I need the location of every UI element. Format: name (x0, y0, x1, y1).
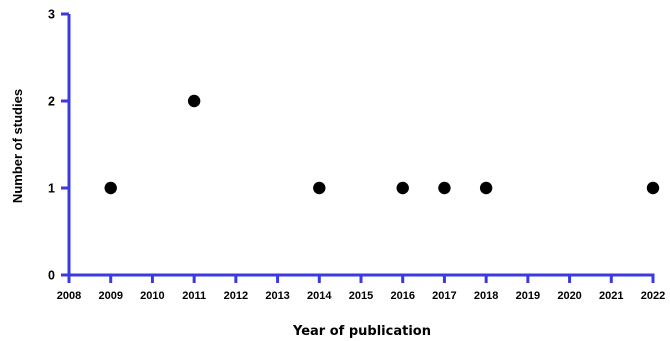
data-point (313, 181, 326, 195)
x-tick-label: 2020 (557, 290, 581, 302)
x-axis-title: Year of publication (292, 324, 431, 339)
x-axis-ticks: 2008 2009 2010 2011 2012 2013 2014 2015 2016 2017… (57, 275, 665, 302)
x-tick-label: 2008 (57, 290, 81, 302)
x-tick-label: 2010 (140, 290, 164, 302)
data-point (396, 181, 409, 195)
y-tick-label: 0 (48, 269, 55, 283)
x-tick-label: 2014 (307, 290, 332, 302)
data-point (104, 181, 117, 195)
x-tick-label: 2021 (599, 290, 623, 302)
x-tick-label: 2015 (349, 290, 373, 302)
y-tick-label: 2 (48, 95, 55, 109)
x-tick-label: 2019 (516, 290, 540, 302)
y-tick-label: 3 (48, 8, 55, 22)
x-tick-label: 2012 (224, 290, 248, 302)
x-tick-label: 2018 (474, 290, 498, 302)
y-tick-label: 1 (48, 182, 55, 196)
x-tick-label: 2011 (182, 290, 206, 302)
data-point (479, 181, 493, 195)
data-point (438, 181, 451, 195)
data-point (646, 181, 660, 195)
x-tick-label: 2017 (432, 290, 456, 302)
data-point (187, 94, 201, 108)
data-points (104, 94, 660, 195)
x-tick-label: 2013 (265, 290, 289, 302)
y-axis-ticks: 0 1 2 3 (48, 8, 69, 283)
x-tick-label: 2022 (641, 290, 665, 302)
y-axis-title: Number of studies (10, 89, 25, 203)
axes (67, 14, 655, 277)
x-tick-label: 2016 (390, 290, 414, 302)
x-tick-label: 2009 (98, 290, 122, 302)
